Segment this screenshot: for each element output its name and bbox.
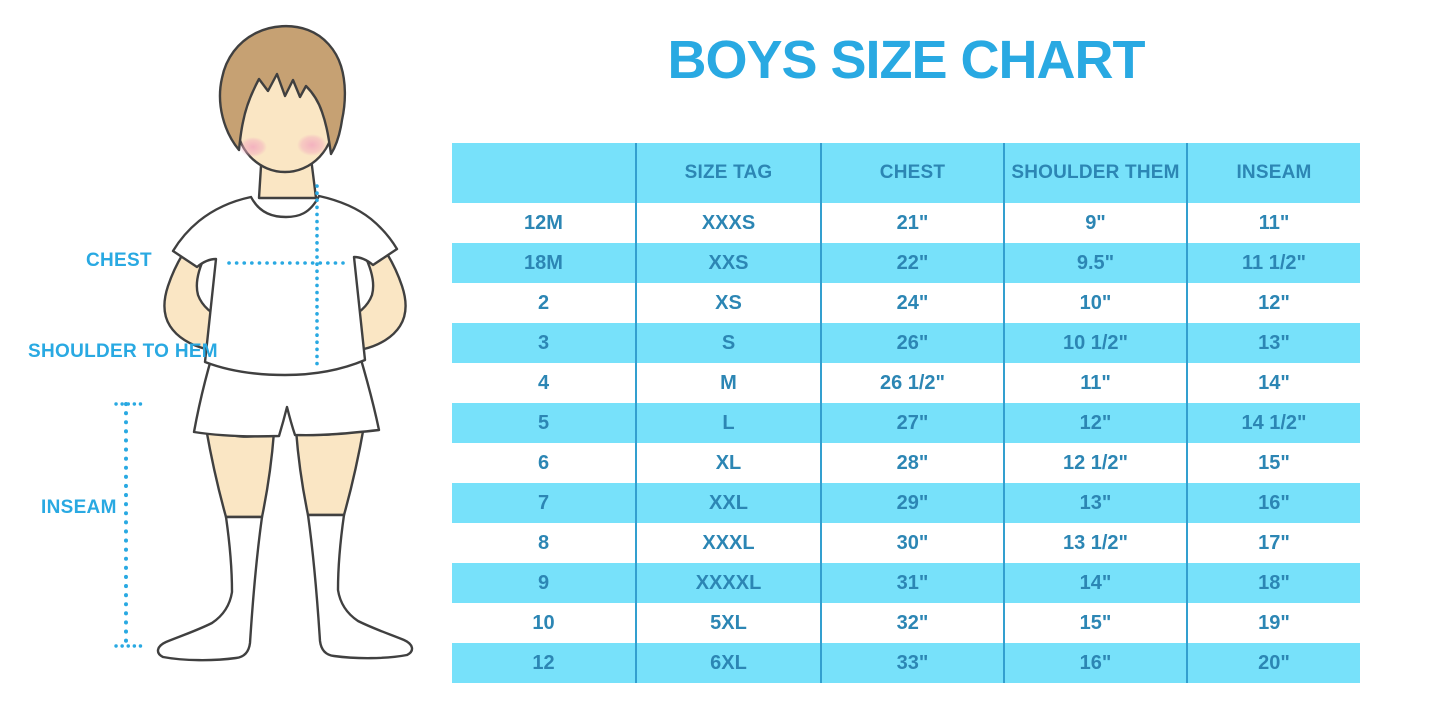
cell-chest: 32" bbox=[820, 603, 1004, 643]
inseam-label: INSEAM bbox=[41, 497, 117, 518]
cell-size: 4 bbox=[537, 371, 550, 394]
table-row: 9 XXXXL 31" 14" 18" bbox=[452, 563, 1360, 603]
cell-size-tag: XL bbox=[635, 443, 821, 483]
cell-chest: 33" bbox=[820, 643, 1004, 683]
table-row: 5 L 27" 12" 14 1/2" bbox=[452, 403, 1360, 443]
table-row: 12M XXXS 21" 9" 11" bbox=[452, 203, 1360, 243]
cell-size-tag: XXXL bbox=[635, 523, 821, 563]
cell-inseam: 13" bbox=[1186, 323, 1360, 363]
cell-shoulder: 16" bbox=[1003, 643, 1187, 683]
shoulder-to-hem-label: SHOULDER TO HEM bbox=[28, 341, 218, 362]
cell-size-tag: S bbox=[635, 323, 821, 363]
cell-size-tag: XS bbox=[635, 283, 821, 323]
table-row: 6 XL 28" 12 1/2" 15" bbox=[452, 443, 1360, 483]
cell-inseam: 12" bbox=[1186, 283, 1360, 323]
cell-shoulder: 15" bbox=[1003, 603, 1187, 643]
boy-right-sock bbox=[306, 513, 414, 660]
cell-inseam: 14 1/2" bbox=[1186, 403, 1360, 443]
cell-shoulder: 11" bbox=[1003, 363, 1187, 403]
header-cell-blank bbox=[452, 143, 636, 203]
cell-chest: 29" bbox=[820, 483, 1004, 523]
cell-size-tag: L bbox=[635, 403, 821, 443]
table-row: 3 S 26" 10 1/2" 13" bbox=[452, 323, 1360, 363]
cell-size: 6 bbox=[537, 451, 550, 474]
boy-right-leg bbox=[294, 424, 366, 517]
cell-size: 12M bbox=[524, 211, 563, 234]
cell-inseam: 18" bbox=[1186, 563, 1360, 603]
cell-chest: 21" bbox=[820, 203, 1004, 243]
measurement-guides bbox=[114, 184, 345, 648]
cell-size: 12 bbox=[452, 643, 636, 683]
header-cell-inseam: INSEAM bbox=[1186, 143, 1360, 203]
table-row: 8 XXXL 30" 13 1/2" 17" bbox=[452, 523, 1360, 563]
cell-inseam: 15" bbox=[1186, 443, 1360, 483]
table-row: 12 6XL 33" 16" 20" bbox=[452, 643, 1360, 683]
chest-label: CHEST bbox=[86, 250, 152, 271]
cell-shoulder: 10 1/2" bbox=[1003, 323, 1187, 363]
boy-hair bbox=[218, 25, 347, 156]
cell-size-tag: XXXXL bbox=[635, 563, 821, 603]
table-row: 2 XS 24" 10" 12" bbox=[452, 283, 1360, 323]
cell-size: 9 bbox=[452, 563, 636, 603]
cell-size-tag: 6XL bbox=[635, 643, 821, 683]
header-cell-size-tag: SIZE TAG bbox=[635, 143, 821, 203]
cell-size-tag: 5XL bbox=[635, 603, 821, 643]
cell-inseam: 11 1/2" bbox=[1186, 243, 1360, 283]
cell-size: 18M bbox=[452, 243, 636, 283]
cell-size-tag: XXS bbox=[635, 243, 821, 283]
boy-figure-illustration bbox=[114, 25, 414, 662]
cell-chest: 24" bbox=[820, 283, 1004, 323]
cell-size: 10 bbox=[532, 611, 555, 634]
table-row: 4 M 26 1/2" 11" 14" bbox=[452, 363, 1360, 403]
cell-inseam: 17" bbox=[1186, 523, 1360, 563]
table-header-row: SIZE TAG CHEST SHOULDER THEM INSEAM bbox=[452, 143, 1360, 203]
boy-blush-cheeks bbox=[239, 134, 327, 157]
cell-shoulder: 12 1/2" bbox=[1003, 443, 1187, 483]
boy-tshirt bbox=[171, 194, 399, 377]
cell-size: 2 bbox=[537, 291, 550, 314]
cell-chest: 26" bbox=[820, 323, 1004, 363]
cell-chest: 22" bbox=[820, 243, 1004, 283]
cell-inseam: 19" bbox=[1186, 603, 1360, 643]
cell-chest: 30" bbox=[820, 523, 1004, 563]
header-cell-shoulder-them: SHOULDER THEM bbox=[1003, 143, 1187, 203]
size-table: SIZE TAG CHEST SHOULDER THEM INSEAM 12M … bbox=[452, 143, 1360, 683]
cell-size-tag: XXL bbox=[635, 483, 821, 523]
boy-left-leg bbox=[204, 426, 276, 519]
cell-chest: 28" bbox=[820, 443, 1004, 483]
cell-size-tag: M bbox=[635, 363, 821, 403]
cell-size: 3 bbox=[452, 323, 636, 363]
cell-inseam: 14" bbox=[1186, 363, 1360, 403]
table-row: 18M XXS 22" 9.5" 11 1/2" bbox=[452, 243, 1360, 283]
cell-shoulder: 14" bbox=[1003, 563, 1187, 603]
cell-chest: 26 1/2" bbox=[820, 363, 1004, 403]
boy-shorts bbox=[192, 354, 381, 438]
cell-shoulder: 13 1/2" bbox=[1003, 523, 1187, 563]
header-cell-chest: CHEST bbox=[820, 143, 1004, 203]
boy-left-sock bbox=[156, 515, 264, 662]
cell-chest: 31" bbox=[820, 563, 1004, 603]
cell-inseam: 16" bbox=[1186, 483, 1360, 523]
table-row: 7 XXL 29" 13" 16" bbox=[452, 483, 1360, 523]
page-title: BOYS SIZE CHART bbox=[667, 30, 1145, 90]
cell-shoulder: 9.5" bbox=[1003, 243, 1187, 283]
cell-size-tag: XXXS bbox=[635, 203, 821, 243]
cell-chest: 27" bbox=[820, 403, 1004, 443]
cell-shoulder: 9" bbox=[1003, 203, 1187, 243]
cell-shoulder: 10" bbox=[1003, 283, 1187, 323]
cell-inseam: 11" bbox=[1186, 203, 1360, 243]
cell-shoulder: 13" bbox=[1003, 483, 1187, 523]
cell-size: 8 bbox=[537, 531, 550, 554]
cell-size: 7 bbox=[452, 483, 636, 523]
cell-size: 5 bbox=[452, 403, 636, 443]
table-row: 10 5XL 32" 15" 19" bbox=[452, 603, 1360, 643]
cell-inseam: 20" bbox=[1186, 643, 1360, 683]
cell-shoulder: 12" bbox=[1003, 403, 1187, 443]
